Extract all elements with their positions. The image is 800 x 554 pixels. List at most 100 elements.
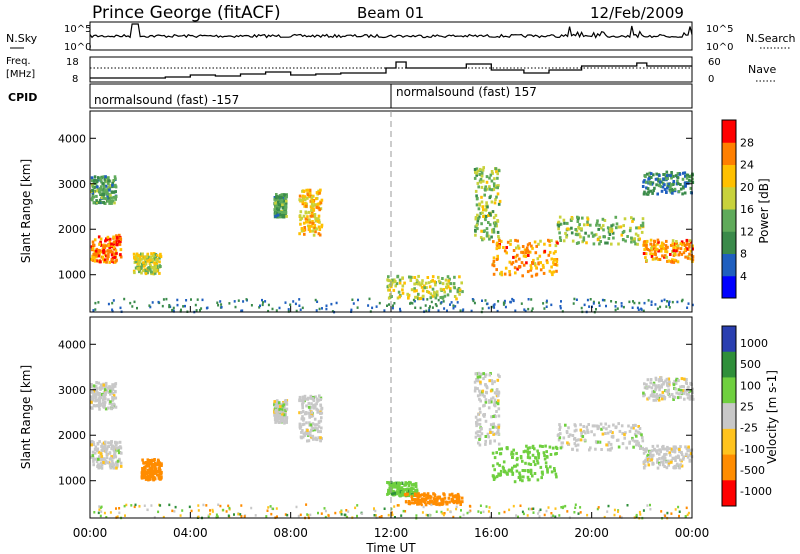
scatter-cell — [113, 452, 117, 456]
scatter-cell — [555, 269, 558, 273]
scatter-cell — [97, 235, 101, 239]
scatter-cell — [116, 515, 119, 518]
scatter-cell — [533, 262, 537, 266]
scatter-cell — [568, 433, 572, 437]
scatter-cell — [670, 459, 673, 463]
scatter-cell — [119, 461, 123, 465]
scatter-cell — [114, 197, 117, 201]
scatter-cell — [475, 223, 479, 227]
scatter-cell — [149, 267, 152, 271]
scatter-cell — [539, 239, 542, 243]
scatter-cell — [643, 466, 646, 470]
scatter-cell — [611, 434, 615, 438]
scatter-cell — [278, 408, 281, 411]
scatter-cell — [546, 261, 549, 265]
scatter-cell — [529, 268, 533, 272]
scatter-cell — [514, 464, 517, 468]
scatter-cell — [439, 296, 443, 299]
scatter-cell — [481, 299, 483, 302]
scatter-cell — [660, 244, 663, 248]
scatter-cell — [279, 403, 283, 407]
scatter-cell — [477, 441, 480, 445]
scatter-cell — [316, 423, 319, 427]
scatter-cell — [475, 421, 478, 424]
scatter-cell — [269, 505, 272, 508]
scatter-cell — [691, 303, 694, 307]
scatter-cell — [479, 392, 482, 395]
scatter-cell — [267, 506, 270, 509]
scatter-cell — [448, 277, 451, 281]
scatter-cell — [598, 235, 602, 239]
scatter-cell — [415, 488, 419, 492]
scatter-cell — [285, 416, 289, 420]
scatter-cell — [278, 306, 281, 310]
scatter-cell — [483, 413, 486, 416]
scatter-cell — [620, 233, 624, 237]
scatter-cell — [571, 217, 574, 221]
scatter-cell — [435, 510, 438, 513]
scatter-cell — [596, 507, 599, 511]
scatter-cell — [407, 296, 410, 300]
scatter-cell — [633, 240, 636, 244]
scatter-cell — [153, 261, 157, 265]
scatter-cell — [624, 431, 627, 435]
scatter-cell — [451, 499, 454, 503]
scatter-cell — [423, 286, 426, 290]
scatter-cell — [103, 246, 107, 249]
scatter-cell — [649, 453, 653, 457]
scatter-cell — [672, 249, 675, 253]
scatter-cell — [307, 439, 311, 443]
scatter-cell — [452, 282, 456, 286]
scatter-cell — [265, 515, 268, 518]
scatter-cell — [559, 239, 562, 242]
scatter-cell — [146, 474, 150, 478]
scatter-cell — [508, 260, 512, 264]
scatter-cell — [274, 420, 277, 424]
scatter-cell — [393, 485, 396, 489]
scatter-cell — [284, 201, 288, 205]
scatter-cell — [114, 177, 117, 181]
scatter-cell — [151, 475, 155, 478]
scatter-cell — [429, 296, 433, 300]
nsearch-tick-top: 10^5 — [706, 24, 733, 35]
scatter-cell — [584, 231, 587, 235]
scatter-cell — [114, 390, 117, 393]
scatter-cell — [659, 376, 663, 380]
scatter-cell — [176, 298, 179, 302]
scatter-cell — [548, 243, 552, 247]
scatter-cell — [147, 461, 150, 465]
scatter-cell — [604, 241, 607, 245]
scatter-cell — [597, 227, 600, 231]
scatter-cell — [404, 500, 408, 504]
scatter-cell — [401, 291, 405, 295]
scatter-cell — [137, 263, 141, 267]
scatter-cell — [664, 514, 667, 518]
scatter-cell — [489, 441, 492, 445]
scatter-cell — [420, 493, 424, 497]
scatter-cell — [595, 441, 599, 445]
scatter-cell — [162, 515, 165, 519]
scatter-cell — [493, 439, 496, 443]
scatter-cell — [521, 459, 524, 463]
scatter-cell — [562, 218, 566, 222]
scatter-cell — [473, 168, 477, 171]
scatter-cell — [672, 260, 676, 264]
scatter-cell — [613, 513, 616, 517]
scatter-cell — [429, 292, 433, 296]
scatter-cell — [119, 255, 123, 259]
scatter-cell — [676, 244, 680, 248]
scatter-cell — [264, 300, 267, 303]
scatter-cell — [114, 455, 118, 459]
scatter-cell — [656, 238, 660, 242]
scatter-cell — [303, 195, 307, 199]
scatter-cell — [205, 504, 208, 507]
scatter-cell — [388, 288, 391, 292]
scatter-cell — [276, 213, 280, 217]
scatter-cell — [310, 208, 313, 212]
scatter-cell — [449, 303, 451, 306]
scatter-cell — [661, 390, 665, 394]
scatter-cell — [652, 381, 656, 385]
scatter-cell — [488, 237, 491, 241]
scatter-cell — [476, 434, 480, 437]
